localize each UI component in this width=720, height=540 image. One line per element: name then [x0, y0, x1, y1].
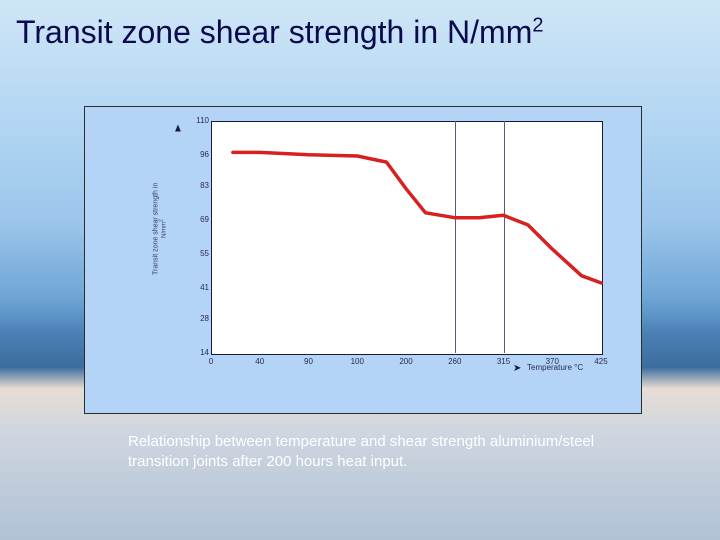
page-title: Transit zone shear strength in N/mm2	[16, 14, 704, 51]
y-tick: 41	[179, 283, 209, 292]
x-tick: 100	[342, 357, 372, 366]
y-tick: 96	[179, 150, 209, 159]
y-tick: 28	[179, 314, 209, 323]
line-series	[211, 121, 601, 353]
chart-caption: Relationship between temperature and she…	[128, 432, 648, 473]
chart-panel: ▲ Transit zone shear strength inN/mm2 14…	[84, 106, 642, 414]
x-tick: 40	[245, 357, 275, 366]
y-axis-title: Transit zone shear strength inN/mm2	[151, 119, 169, 339]
x-tick: 0	[196, 357, 226, 366]
x-axis-title: Temperature °C	[527, 363, 583, 372]
y-tick: 55	[179, 249, 209, 258]
y-tick: 83	[179, 181, 209, 190]
x-tick: 200	[391, 357, 421, 366]
x-tick: 425	[586, 357, 616, 366]
y-tick: 110	[179, 116, 209, 125]
x-arrow-icon: ➤	[513, 363, 521, 374]
y-tick: 14	[179, 348, 209, 357]
y-tick: 69	[179, 215, 209, 224]
x-tick: 90	[294, 357, 324, 366]
x-tick: 260	[440, 357, 470, 366]
